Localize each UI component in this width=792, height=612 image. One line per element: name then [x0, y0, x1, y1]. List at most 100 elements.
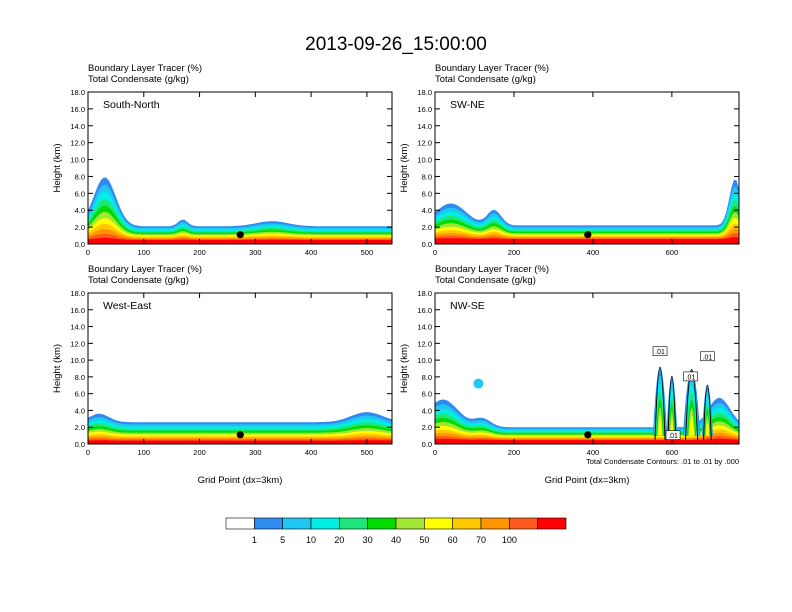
x-tick-label: 0 [433, 248, 437, 257]
colorbar-label: 60 [448, 535, 458, 545]
y-tick-label: 0.0 [75, 240, 85, 249]
panel-header-condensate: Total Condensate (g/kg) [435, 74, 536, 85]
y-tick-label: 10.0 [70, 356, 85, 365]
x-tick-label: 200 [508, 248, 521, 257]
x-tick-label: 100 [138, 248, 151, 257]
panel-header-tracer: Boundary Layer Tracer (%) [435, 63, 549, 74]
y-tick-label: 10.0 [417, 356, 432, 365]
colorbar-swatch [254, 517, 283, 530]
x-axis-label: Grid Point (dx=3km) [198, 475, 283, 486]
colorbar-label: 30 [363, 535, 373, 545]
panel-header-condensate: Total Condensate (g/kg) [435, 275, 536, 286]
figure-title: 2013-09-26_15:00:00 [305, 34, 487, 55]
y-tick-label: 0.0 [75, 440, 85, 449]
y-tick-label: 18.0 [417, 289, 432, 298]
condensate-contour-3 [685, 368, 699, 440]
x-tick-label: 200 [508, 448, 521, 457]
plot-frame [87, 292, 393, 445]
y-tick-label: 8.0 [75, 172, 85, 181]
x-tick-label: 400 [305, 248, 318, 257]
chart-panel-3: Boundary Layer Tracer (%)Total Condensat… [52, 264, 393, 486]
convective-tower-4-band-7 [705, 421, 709, 436]
tracer-band-11 [88, 237, 392, 244]
colorbar-label: 50 [419, 535, 429, 545]
y-axis-label: Height (km) [399, 143, 410, 192]
tracer-band-3 [88, 192, 392, 244]
contour-label-box [700, 351, 715, 362]
contour-label: .01 [655, 349, 665, 356]
colorbar-swatch [480, 517, 510, 530]
y-tick-label: 14.0 [70, 122, 85, 131]
x-tick-label: 0 [433, 448, 437, 457]
condensate-contour-2 [667, 375, 677, 440]
tracer-band-11 [435, 438, 739, 444]
y-tick-label: 16.0 [417, 306, 432, 315]
tracer-field [88, 177, 392, 244]
y-tick-label: 6.0 [422, 189, 432, 198]
contour-note: Total Condensate Contours: .01 to .01 by… [586, 457, 739, 466]
tracer-band-2 [88, 184, 392, 244]
y-tick-label: 16.0 [70, 105, 85, 114]
y-tick-label: 8.0 [422, 373, 432, 382]
plot-frame [434, 91, 740, 245]
x-tick-label: 100 [138, 448, 151, 457]
colorbar-label: 10 [306, 535, 316, 545]
y-tick-label: 6.0 [75, 189, 85, 198]
convective-tower-1-band-7 [658, 415, 663, 436]
tracer-field [435, 366, 739, 444]
contour-label-box [683, 371, 698, 382]
y-tick-label: 14.0 [70, 323, 85, 332]
condensate-contour-1 [654, 366, 666, 440]
x-axis-label: Grid Point (dx=3km) [545, 475, 630, 486]
colorbar-label: 1 [252, 535, 257, 545]
colorbar-swatch [452, 517, 482, 530]
panel-label: South-North [103, 99, 160, 111]
colorbar: 1 5 10 20 30 40 50 60 70 100 [225, 517, 567, 545]
y-tick-label: 4.0 [75, 206, 85, 215]
contour-label: .01 [703, 354, 713, 361]
y-tick-label: 12.0 [70, 339, 85, 348]
panel-header-tracer: Boundary Layer Tracer (%) [88, 63, 202, 74]
x-tick-label: 300 [249, 248, 262, 257]
y-tick-label: 10.0 [70, 156, 85, 165]
x-tick-label: 400 [305, 448, 318, 457]
contour-label-box [665, 430, 681, 440]
tracer-field [88, 412, 392, 444]
y-tick-label: 12.0 [70, 139, 85, 148]
condensate-contour-4 [703, 385, 712, 440]
isolated-cloud [473, 378, 484, 389]
panel-header-condensate: Total Condensate (g/kg) [88, 74, 189, 85]
y-tick-label: 0.0 [422, 440, 432, 449]
panel-header-tracer: Boundary Layer Tracer (%) [435, 264, 549, 275]
tracer-field [435, 179, 739, 244]
y-tick-label: 4.0 [422, 206, 432, 215]
x-tick-label: 600 [666, 448, 679, 457]
y-tick-label: 16.0 [417, 105, 432, 114]
x-tick-label: 200 [193, 448, 206, 457]
convective-tower-3-band-7 [689, 415, 695, 436]
tracer-band-11 [435, 237, 739, 244]
colorbar-swatch [424, 517, 453, 530]
y-tick-label: 8.0 [422, 172, 432, 181]
y-axis-label: Height (km) [399, 344, 410, 393]
y-tick-label: 2.0 [75, 223, 85, 232]
y-tick-label: 0.0 [422, 240, 432, 249]
y-tick-label: 18.0 [417, 88, 432, 97]
y-tick-label: 18.0 [70, 88, 85, 97]
y-tick-label: 2.0 [422, 223, 432, 232]
panels: Boundary Layer Tracer (%)Total Condensat… [52, 63, 740, 486]
chart-panel-1: Boundary Layer Tracer (%)Total Condensat… [52, 63, 393, 257]
panel-label: NW-SE [450, 300, 485, 312]
y-tick-label: 12.0 [417, 139, 432, 148]
x-tick-label: 0 [86, 448, 90, 457]
colorbar-label: 40 [391, 535, 401, 545]
y-tick-label: 2.0 [75, 423, 85, 432]
y-tick-label: 4.0 [75, 406, 85, 415]
colorbar-swatch [339, 517, 368, 530]
panel-header-condensate: Total Condensate (g/kg) [88, 275, 189, 286]
x-tick-label: 0 [86, 248, 90, 257]
panel-label: West-East [103, 300, 151, 312]
colorbar-swatch [225, 517, 255, 530]
y-axis-label: Height (km) [52, 143, 63, 192]
